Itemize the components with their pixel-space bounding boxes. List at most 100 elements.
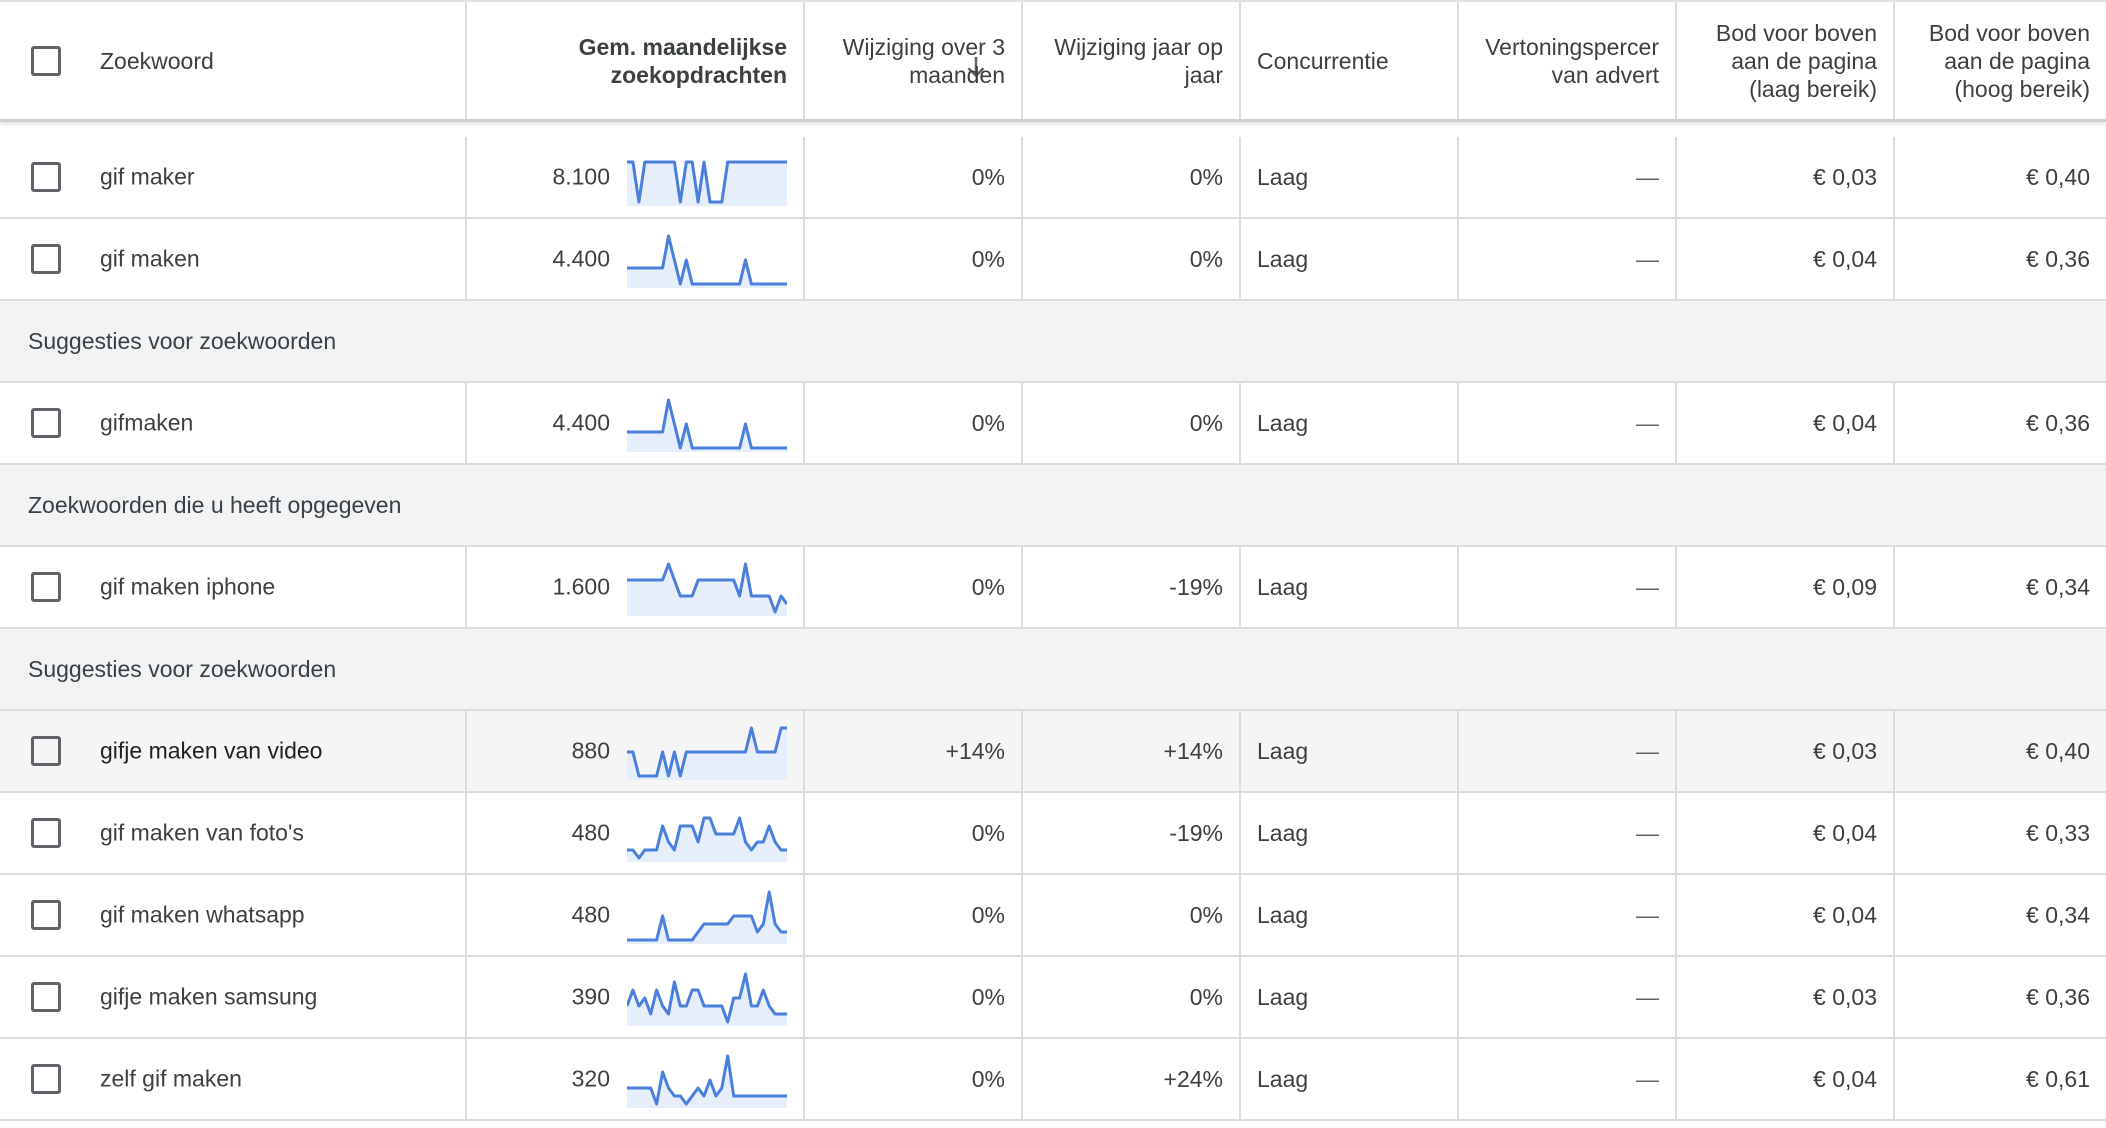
bid-low-cell: € 0,03 (1675, 711, 1893, 791)
bid-high-cell: € 0,33 (1893, 793, 2106, 873)
row-checkbox[interactable] (31, 818, 61, 848)
avg-monthly-value: 480 (571, 819, 610, 846)
change-yoy-cell: +14% (1021, 711, 1239, 791)
keyword-text: zelf gif maken (100, 1065, 242, 1092)
avg-monthly-value: 480 (571, 901, 610, 928)
bid-low-cell: € 0,03 (1675, 137, 1893, 217)
bid-low-value: € 0,04 (1813, 901, 1877, 928)
table-row[interactable]: gifmaken 4.400 0% 0% Laag — € 0,04 € 0,36 (0, 383, 2106, 465)
trend-line (627, 234, 787, 286)
competition-cell: Laag (1239, 383, 1457, 463)
impression-share-cell: — (1457, 383, 1675, 463)
impression-share-cell: — (1457, 875, 1675, 955)
competition-value: Laag (1257, 573, 1309, 600)
keyword-cell[interactable]: gif maken iphone (0, 547, 465, 627)
competition-value: Laag (1257, 163, 1309, 190)
change-yoy-cell: 0% (1021, 957, 1239, 1037)
header-change-yoy[interactable]: Wijziging jaar op jaar (1021, 2, 1239, 119)
keyword-cell[interactable]: zelf gif maken (0, 1039, 465, 1119)
competition-value: Laag (1257, 737, 1309, 764)
change-yoy-cell: 0% (1021, 383, 1239, 463)
table-row[interactable]: gifje maken samsung 390 0% 0% Laag — € 0,03 € 0… (0, 957, 2106, 1039)
trend-area (627, 236, 787, 288)
select-all-checkbox[interactable] (31, 45, 61, 76)
impression-share-value: — (1636, 409, 1659, 436)
keyword-cell[interactable]: gif maker (0, 137, 465, 217)
keyword-cell[interactable]: gifmaken (0, 383, 465, 463)
competition-value: Laag (1257, 1065, 1309, 1092)
keyword-cell[interactable]: gif maken van foto's (0, 793, 465, 873)
header-change-3m-l1: Wijziging over 3 (842, 33, 1005, 60)
keyword-cell[interactable]: gifje maken van video (0, 711, 465, 791)
impression-share-value: — (1636, 819, 1659, 846)
competition-cell: Laag (1239, 219, 1457, 299)
row-checkbox[interactable] (31, 736, 61, 766)
avg-monthly-value: 4.400 (552, 409, 610, 436)
header-bid-low-l3: (laag bereik) (1749, 75, 1877, 102)
impression-share-cell: — (1457, 219, 1675, 299)
change-yoy-cell: 0% (1021, 137, 1239, 217)
change-3m-cell: 0% (803, 547, 1021, 627)
impression-share-value: — (1636, 573, 1659, 600)
table-row[interactable]: gif maker 8.100 0% 0% Laag — € 0,03 € 0,40 (0, 137, 2106, 219)
sort-arrow-down-icon[interactable] (961, 52, 991, 82)
bid-low-cell: € 0,09 (1675, 547, 1893, 627)
header-change-3m-l2: maanden (909, 61, 1005, 88)
trend-sparkline (627, 890, 787, 944)
row-checkbox[interactable] (31, 162, 61, 192)
change-yoy-value: 0% (1189, 983, 1223, 1010)
bid-low-value: € 0,09 (1813, 573, 1877, 600)
bid-high-cell: € 0,61 (1893, 1039, 2106, 1119)
bid-low-cell: € 0,04 (1675, 383, 1893, 463)
trend-line (627, 398, 787, 450)
keyword-text: gifmaken (100, 409, 194, 436)
bid-low-cell: € 0,04 (1675, 219, 1893, 299)
avg-monthly-cell: 8.100 (465, 137, 803, 217)
table-row[interactable]: gif maken van foto's 480 0% -19% Laag — € 0,04… (0, 793, 2106, 875)
keyword-cell[interactable]: gif maken whatsapp (0, 875, 465, 955)
row-checkbox[interactable] (31, 1064, 61, 1094)
header-bid-low[interactable]: Bod voor boven aan de pagina (laag berei… (1675, 2, 1893, 119)
row-checkbox[interactable] (31, 900, 61, 930)
change-3m-value: 0% (971, 1065, 1005, 1092)
change-yoy-value: -19% (1169, 573, 1223, 600)
header-competition[interactable]: Concurrentie (1239, 2, 1457, 119)
keyword-cell[interactable]: gifje maken samsung (0, 957, 465, 1037)
table-row[interactable]: gifje maken van video 880 +14% +14% Laag — € 0… (0, 711, 2106, 793)
header-impression-share[interactable]: Vertoningspercer van advert (1457, 2, 1675, 119)
group-header-label: Suggesties voor zoekwoorden (28, 327, 337, 354)
bid-low-value: € 0,04 (1813, 1065, 1877, 1092)
header-keyword[interactable]: Zoekwoord (100, 47, 214, 74)
table-row[interactable]: zelf gif maken 320 0% +24% Laag — € 0,04 € 0,61 (0, 1039, 2106, 1121)
header-impression-l1: Vertoningspercer (1485, 33, 1659, 60)
change-yoy-cell: +24% (1021, 1039, 1239, 1119)
competition-value: Laag (1257, 819, 1309, 846)
row-checkbox[interactable] (31, 244, 61, 274)
header-keyword-cell[interactable]: Zoekwoord (0, 2, 465, 119)
avg-monthly-cell: 4.400 (465, 219, 803, 299)
change-yoy-cell: 0% (1021, 219, 1239, 299)
keyword-text: gif maken iphone (100, 573, 276, 600)
avg-monthly-cell: 4.400 (465, 383, 803, 463)
header-bid-low-l2: aan de pagina (1731, 47, 1877, 74)
header-avg-monthly[interactable]: Gem. maandelijkse zoekopdrachten (465, 2, 985, 119)
header-change-3m[interactable]: Wijziging over 3 maanden (803, 2, 1021, 119)
table-row[interactable]: gif maken whatsapp 480 0% 0% Laag — € 0,04 € 0,… (0, 875, 2106, 957)
row-checkbox[interactable] (31, 982, 61, 1012)
trend-sparkline (627, 972, 787, 1026)
table-row[interactable]: gif maken iphone 1.600 0% -19% Laag — € 0,09 € … (0, 547, 2106, 629)
change-yoy-cell: -19% (1021, 793, 1239, 873)
bid-low-value: € 0,04 (1813, 819, 1877, 846)
bid-high-cell: € 0,34 (1893, 875, 2106, 955)
table-row[interactable]: gif maken 4.400 0% 0% Laag — € 0,04 € 0,36 (0, 219, 2106, 301)
impression-share-value: — (1636, 245, 1659, 272)
bid-low-value: € 0,03 (1813, 163, 1877, 190)
trend-line (627, 562, 787, 614)
change-3m-cell: +14% (803, 711, 1021, 791)
header-avg-monthly-l1: Gem. maandelijkse (578, 33, 787, 60)
keyword-text: gifje maken van video (100, 737, 323, 764)
header-bid-high[interactable]: Bod voor boven aan de pagina (hoog berei… (1893, 2, 2106, 119)
row-checkbox[interactable] (31, 572, 61, 602)
row-checkbox[interactable] (31, 408, 61, 438)
keyword-cell[interactable]: gif maken (0, 219, 465, 299)
